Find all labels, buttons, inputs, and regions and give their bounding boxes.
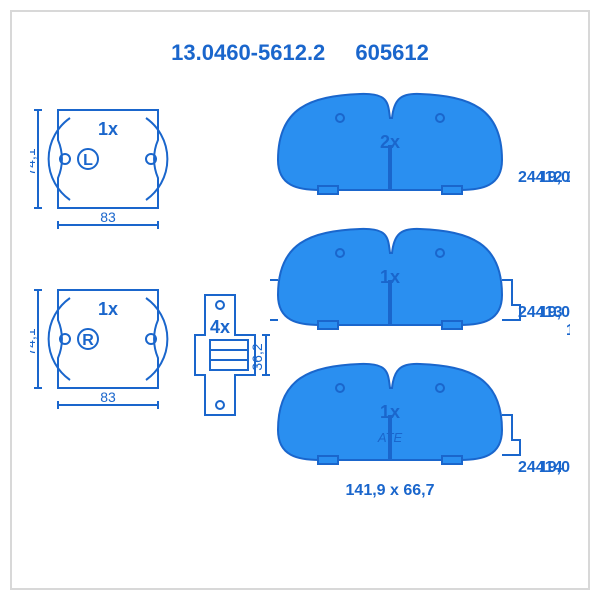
clip-L-height: 74,1 [30, 148, 38, 175]
pad-bot: 1x ATE [278, 364, 520, 464]
clip-R-qty: 1x [98, 299, 118, 319]
clip-R-width: 83 [100, 389, 116, 405]
diagram-area: 13.0460-5612.2 605612 1x L 83 74,1 [40, 40, 560, 560]
clip-R-mark: R [82, 332, 94, 349]
pad-top-thick2: 19,0 [539, 169, 570, 186]
pad-bot-qty: 1x [380, 402, 400, 422]
brake-pads: 2x 24412 19,0 1x 24413 19,0 1x ATE 24414… [270, 80, 570, 550]
clip-R-height: 74,1 [30, 328, 38, 355]
sensor-clip-drawing: 4x 36,2 [180, 285, 280, 425]
pad-mid-qty: 1x [380, 267, 400, 287]
pad-bot-thick2: 19,0 [539, 459, 570, 476]
pad-top-qty: 2x [380, 132, 400, 152]
pad-mid: 1x [270, 229, 520, 329]
header: 13.0460-5612.2 605612 [40, 40, 560, 66]
clip-L-drawing: 1x L 83 74,1 [30, 90, 180, 240]
sensor-qty: 4x [210, 317, 230, 337]
clip-R-drawing: 1x R 83 74,1 [30, 270, 180, 420]
part-number: 13.0460-5612.2 [171, 40, 325, 65]
pad-mid-thick2: 19,0 [539, 304, 570, 321]
clip-L-qty: 1x [98, 119, 118, 139]
sensor-height: 36,2 [249, 343, 265, 370]
pad-top: 2x [278, 94, 502, 194]
secondary-number: 605612 [355, 40, 428, 66]
pad-mid-thick: 19,0 [566, 322, 570, 339]
clip-L-width: 83 [100, 209, 116, 225]
pad-footprint: 141,9 x 66,7 [346, 482, 435, 499]
logo: ATE [377, 430, 403, 445]
clip-L-mark: L [83, 152, 93, 169]
